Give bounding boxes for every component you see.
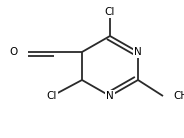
- Text: CH₃: CH₃: [173, 91, 184, 101]
- Text: N: N: [106, 91, 114, 101]
- Text: O: O: [10, 47, 18, 57]
- Text: N: N: [134, 47, 142, 57]
- Text: Cl: Cl: [47, 91, 57, 101]
- Text: Cl: Cl: [105, 7, 115, 17]
